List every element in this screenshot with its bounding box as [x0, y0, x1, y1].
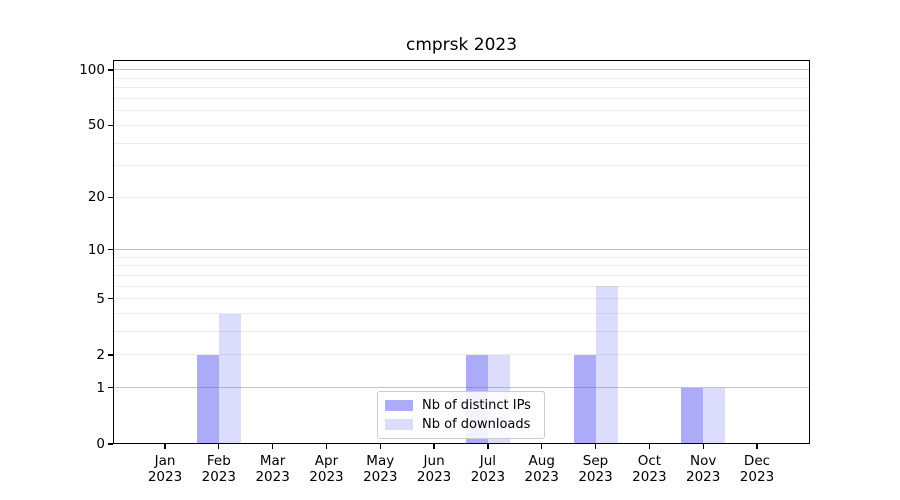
y-tick-mark	[108, 387, 113, 389]
x-tick-month: Apr	[314, 453, 339, 469]
legend-label: Nb of downloads	[422, 417, 531, 432]
x-tick-month: Aug	[528, 453, 555, 469]
x-tick-label: May 2023	[352, 453, 408, 485]
x-tick-year: 2023	[632, 468, 667, 485]
x-tick-month: May	[366, 453, 395, 469]
y-tick-mark	[108, 69, 113, 71]
x-tick-month: Jun	[423, 453, 445, 469]
y-tick-mark	[108, 196, 113, 198]
y-tick-mark	[108, 249, 113, 251]
legend-swatch	[385, 419, 413, 430]
x-tick-year: 2023	[201, 468, 236, 485]
legend-item: Nb of distinct IPs	[385, 396, 536, 415]
x-tick-year: 2023	[255, 468, 290, 485]
x-tick-label: Jun 2023	[406, 453, 462, 485]
y-tick-label: 1	[96, 379, 105, 396]
bar-downloads-feb	[218, 313, 241, 444]
y-tick-mark	[108, 354, 113, 356]
minor-gridline	[113, 110, 810, 112]
minor-gridline	[113, 331, 810, 333]
x-tick-label: Oct 2023	[621, 453, 677, 485]
x-tick-label: Mar 2023	[245, 453, 301, 485]
y-tick-label: 0	[96, 436, 105, 452]
x-tick-mark	[164, 444, 166, 449]
x-tick-mark	[541, 444, 543, 449]
minor-gridline	[113, 285, 810, 287]
y-tick-label: 50	[87, 117, 105, 134]
legend: Nb of distinct IPs Nb of downloads	[377, 391, 545, 439]
x-tick-year: 2023	[739, 468, 775, 485]
minor-gridline	[113, 313, 810, 315]
y-tick-label: 20	[87, 189, 105, 206]
minor-gridline	[113, 274, 810, 276]
x-tick-label: Aug 2023	[514, 453, 570, 485]
minor-gridline	[113, 196, 810, 198]
x-tick-month: Mar	[259, 453, 286, 469]
minor-gridline	[113, 354, 810, 356]
minor-gridline	[113, 87, 810, 89]
x-tick-mark	[702, 444, 704, 449]
x-tick-month: Jul	[479, 453, 497, 469]
x-tick-mark	[433, 444, 435, 449]
x-tick-mark	[756, 444, 758, 449]
x-tick-year: 2023	[524, 468, 559, 485]
x-tick-month: Nov	[689, 453, 717, 469]
x-tick-label: Feb 2023	[191, 453, 247, 485]
x-tick-label: Apr 2023	[298, 453, 354, 485]
y-tick-label: 10	[87, 241, 105, 258]
x-tick-year: 2023	[363, 468, 398, 485]
y-tick-label: 100	[79, 61, 105, 78]
x-tick-year: 2023	[147, 468, 183, 485]
x-tick-mark	[487, 444, 489, 449]
x-tick-year: 2023	[470, 468, 506, 485]
major-gridline	[113, 249, 810, 251]
minor-gridline	[113, 124, 810, 126]
y-tick-label: 5	[96, 290, 105, 307]
x-tick-month: Oct	[637, 453, 662, 469]
x-tick-month: Dec	[743, 453, 771, 469]
x-tick-label: Jul 2023	[460, 453, 516, 485]
major-gridline	[113, 69, 810, 71]
major-gridline	[113, 387, 810, 389]
minor-gridline	[113, 165, 810, 167]
minor-gridline	[113, 265, 810, 267]
minor-gridline	[113, 98, 810, 100]
x-tick-mark	[379, 444, 381, 449]
x-tick-mark	[648, 444, 650, 449]
x-tick-month: Feb	[206, 453, 231, 469]
x-tick-year: 2023	[416, 468, 452, 485]
x-tick-mark	[218, 444, 220, 449]
legend-label: Nb of distinct IPs	[422, 398, 531, 413]
y-tick-label: 2	[96, 346, 105, 363]
minor-gridline	[113, 142, 810, 144]
legend-item: Nb of downloads	[385, 415, 536, 434]
x-tick-label: Nov 2023	[675, 453, 731, 485]
x-tick-month: Jan	[154, 453, 176, 469]
x-tick-label: Sep 2023	[568, 453, 624, 485]
bar-downloads-nov	[703, 387, 726, 444]
x-tick-label: Dec 2023	[729, 453, 785, 485]
legend-swatch	[385, 400, 413, 411]
x-tick-year: 2023	[685, 468, 721, 485]
minor-gridline	[113, 256, 810, 258]
x-tick-mark	[594, 444, 597, 449]
x-tick-month: Sep	[582, 453, 609, 469]
x-tick-mark	[271, 444, 274, 449]
x-tick-year: 2023	[578, 468, 613, 485]
y-tick-mark	[108, 443, 113, 445]
minor-gridline	[113, 298, 810, 300]
bar-distinct-ips-sep	[573, 354, 596, 444]
bar-downloads-sep	[595, 286, 618, 444]
x-tick-label: Jan 2023	[137, 453, 193, 485]
y-tick-mark	[108, 124, 113, 126]
bar-distinct-ips-feb	[196, 354, 219, 444]
chart-title: cmprsk 2023	[405, 35, 518, 55]
bar-distinct-ips-nov	[681, 387, 704, 444]
minor-gridline	[113, 77, 810, 79]
x-tick-mark	[325, 444, 328, 449]
y-tick-mark	[108, 298, 113, 300]
x-tick-year: 2023	[309, 468, 344, 485]
